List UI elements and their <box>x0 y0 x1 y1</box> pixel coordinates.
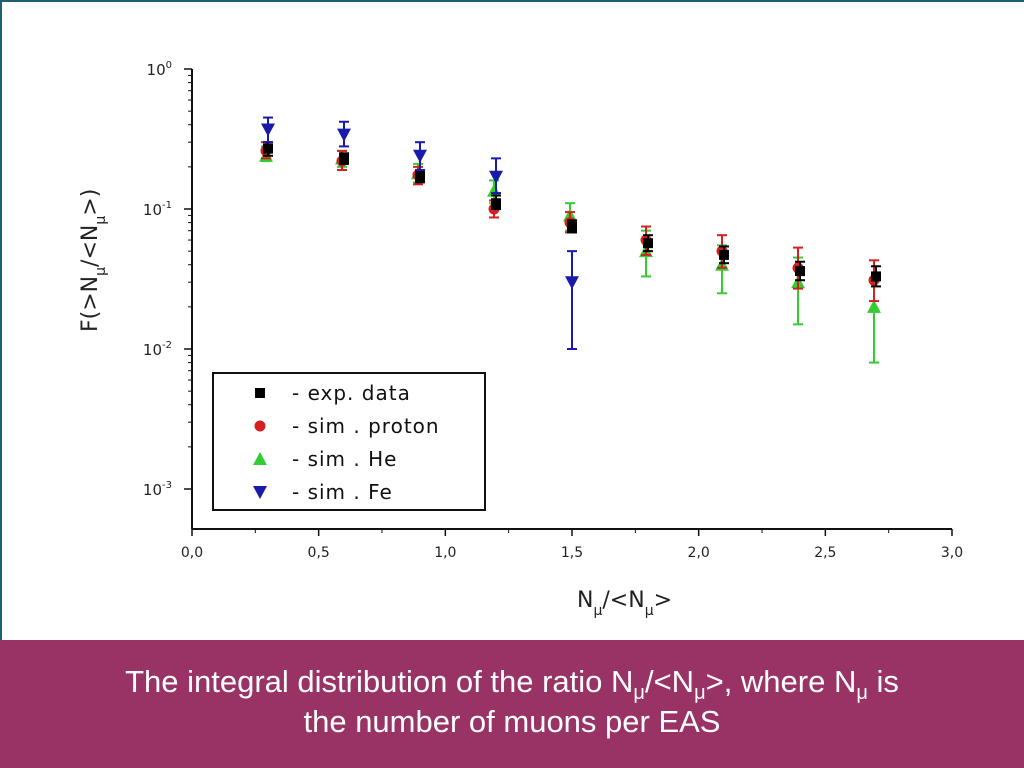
y-tick-label: 10-3 <box>143 480 172 499</box>
chart-marks <box>259 116 881 364</box>
y-axis-title: F(>Nμ/<Nμ>) <box>78 189 109 332</box>
caption-line-1: The integral distribution of the ratio N… <box>125 664 899 705</box>
data-point <box>567 221 577 232</box>
caption-line-2: the number of muons per EAS <box>303 704 721 739</box>
legend-label: - exp. data <box>292 381 411 405</box>
y-tick-label: 10-1 <box>143 200 172 219</box>
legend-label: - sim . proton <box>292 414 440 438</box>
x-tick-label: 0,0 <box>181 545 203 561</box>
x-tick-label: 1,0 <box>434 545 456 561</box>
x-axis-title: Nμ/<Nμ> <box>577 588 672 619</box>
x-tick-label: 2,0 <box>688 545 710 561</box>
x-tick-label: 1,5 <box>561 545 583 561</box>
chart: 0,0 0,5 1,0 1,5 2,0 2,5 3,0 100 10-1 10-2 10-3 - e… <box>78 60 963 619</box>
legend: - exp. data - sim . proton - sim . He - sim… <box>212 372 486 511</box>
slide-area: 0,0 0,5 1,0 1,5 2,0 2,5 3,0 100 10-1 10-2 10-3 - e… <box>0 0 1024 640</box>
legend-marker <box>255 388 265 398</box>
series-3 <box>261 116 579 350</box>
data-point <box>491 198 501 209</box>
legend-label: - sim . Fe <box>292 480 393 504</box>
x-tick-label: 2,5 <box>814 545 836 561</box>
x-tick-label: 3,0 <box>941 545 963 561</box>
y-tick-label: 10-2 <box>143 340 172 359</box>
data-point <box>489 170 503 184</box>
x-tick-label: 0,5 <box>308 545 330 561</box>
series-2 <box>259 145 881 364</box>
data-point <box>643 238 653 249</box>
data-point <box>871 271 881 282</box>
y-tick-label: 100 <box>147 60 172 79</box>
legend-marker <box>253 486 267 499</box>
slide-caption: The integral distribution of the ratio N… <box>0 640 1024 768</box>
data-point <box>867 299 881 313</box>
data-point <box>337 128 351 142</box>
data-point <box>263 143 273 154</box>
data-point <box>413 149 427 163</box>
data-point <box>339 153 349 164</box>
legend-marker <box>254 420 266 432</box>
data-point <box>795 266 805 277</box>
data-point <box>415 171 425 182</box>
legend-marker <box>253 452 267 465</box>
axes: 0,0 0,5 1,0 1,5 2,0 2,5 3,0 100 10-1 10-2 10-3 <box>143 60 963 561</box>
legend-label: - sim . He <box>292 447 397 471</box>
data-point <box>719 249 729 260</box>
data-point <box>565 276 579 290</box>
data-point <box>261 123 275 137</box>
